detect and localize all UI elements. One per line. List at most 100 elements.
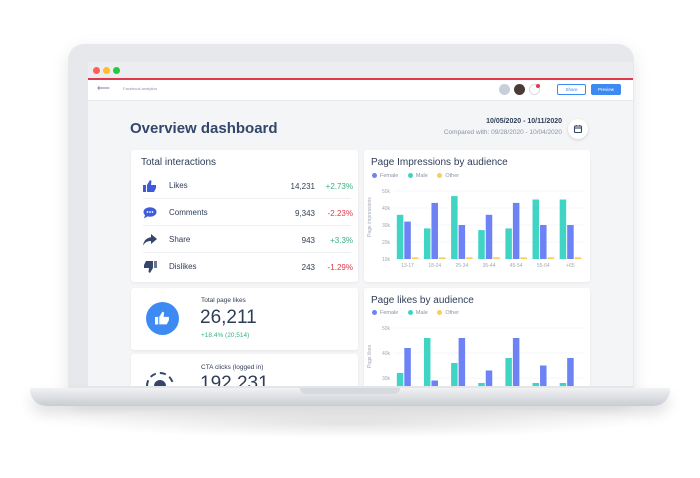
- bar-female[interactable]: [540, 365, 547, 387]
- bar-female[interactable]: [485, 370, 493, 387]
- bar-female[interactable]: [458, 338, 466, 386]
- legend-item: Other: [437, 173, 459, 179]
- page-likes-card: Total page likes 26,211 +18.4% (20,514): [131, 288, 358, 350]
- legend-item: Male: [407, 310, 428, 316]
- interactions-card: Total interactions Likes 14,231 +2.73% C…: [131, 150, 358, 282]
- bar-female[interactable]: [458, 225, 466, 259]
- divider: [143, 225, 351, 226]
- bar-male[interactable]: [451, 196, 458, 259]
- likes-chart-card: Page likes by audience Female Male Other…: [364, 288, 590, 386]
- x-tick-label: +65: [566, 263, 575, 269]
- minimize-window-dot[interactable]: [103, 67, 110, 74]
- y-tick-label: 50k: [382, 189, 391, 195]
- impressions-bar-chart: 50k 40k 30k 20k 10k 13-17 18-24 25-34 35-44 45-54…: [382, 189, 584, 269]
- y-tick-label: 10k: [382, 257, 391, 263]
- bar-other[interactable]: [574, 257, 582, 259]
- bar-other[interactable]: [520, 257, 527, 259]
- row-change: +3.3%: [330, 236, 353, 245]
- row-value: 14,231: [290, 182, 315, 191]
- thumbs-down-icon: [144, 261, 157, 273]
- chart-legend: Female Male Other: [372, 310, 459, 316]
- legend-label: Other: [445, 173, 460, 179]
- date-range: 10/05/2020 - 10/11/2020: [486, 118, 562, 125]
- x-tick-label: 35-44: [483, 263, 496, 269]
- calendar-button[interactable]: [568, 119, 588, 139]
- bar-male[interactable]: [532, 199, 540, 260]
- x-tick-label: 55-64: [537, 263, 550, 269]
- bar-other[interactable]: [438, 257, 446, 259]
- bar-male[interactable]: [396, 373, 404, 386]
- list-item[interactable]: Comments 9,343 -2.23%: [143, 206, 353, 226]
- list-item[interactable]: Likes 14,231 +2.73%: [143, 179, 353, 199]
- bar-male[interactable]: [505, 358, 512, 386]
- impressions-chart-card: Page Impressions by audience Female Male…: [364, 150, 590, 282]
- legend-label: Male: [415, 310, 428, 316]
- notification-icon[interactable]: [529, 84, 540, 95]
- stat-label: CTA clicks (logged in): [201, 364, 264, 371]
- bar-female[interactable]: [431, 202, 438, 259]
- maximize-window-dot[interactable]: [113, 67, 120, 74]
- bar-female[interactable]: [404, 348, 411, 386]
- legend-label: Female: [380, 173, 399, 179]
- bar-other[interactable]: [411, 257, 419, 259]
- bar-female[interactable]: [404, 221, 411, 259]
- bar-male[interactable]: [478, 230, 485, 259]
- bar-other[interactable]: [466, 257, 473, 259]
- legend-item: Female: [372, 310, 398, 316]
- bar-other[interactable]: [547, 257, 555, 259]
- row-value: 943: [301, 236, 315, 245]
- page-likes-badge: [146, 302, 179, 335]
- likes-bar-chart: 50k40k30k20k13-1718-2425-3435-4445-5455-…: [382, 326, 584, 387]
- laptop-screen: ⟵ Facebook analytics Share Preview Overv…: [88, 62, 633, 386]
- chart-title: Page likes by audience: [371, 295, 474, 306]
- page-title: Overview dashboard: [130, 120, 278, 137]
- y-tick-label: 20k: [382, 240, 391, 246]
- row-label: Comments: [169, 208, 208, 217]
- y-tick-label: 50k: [382, 326, 391, 332]
- bar-male[interactable]: [559, 199, 567, 260]
- comment-icon: [143, 207, 157, 219]
- bar-female[interactable]: [540, 225, 547, 259]
- y-tick-label: 40k: [382, 351, 391, 357]
- bar-male[interactable]: [451, 363, 458, 386]
- x-tick-label: 25-34: [455, 263, 468, 269]
- avatar[interactable]: [514, 84, 525, 95]
- stat-label: Total page likes: [201, 297, 246, 304]
- bar-male[interactable]: [505, 228, 512, 259]
- bar-male[interactable]: [423, 338, 431, 386]
- row-label: Dislikes: [169, 262, 197, 271]
- y-tick-label: 40k: [382, 206, 391, 212]
- bar-male[interactable]: [532, 383, 540, 386]
- x-tick-label: 18-24: [428, 263, 441, 269]
- bar-female[interactable]: [485, 214, 493, 259]
- close-window-dot[interactable]: [93, 67, 100, 74]
- share-button[interactable]: Share: [557, 84, 586, 95]
- preview-button[interactable]: Preview: [591, 84, 621, 95]
- bar-female[interactable]: [431, 380, 438, 387]
- bar-other[interactable]: [493, 257, 500, 259]
- bar-male[interactable]: [559, 383, 567, 386]
- stat-value: 192,231: [200, 373, 269, 386]
- chart-title: Page Impressions by audience: [371, 157, 508, 168]
- bar-female[interactable]: [512, 202, 520, 259]
- divider: [143, 198, 351, 199]
- list-item[interactable]: Share 943 +3.3%: [143, 233, 353, 253]
- bar-female[interactable]: [567, 358, 574, 386]
- bar-male[interactable]: [478, 383, 485, 386]
- chart-legend: Female Male Other: [372, 173, 459, 179]
- legend-label: Female: [380, 310, 399, 316]
- y-tick-label: 30k: [382, 223, 391, 229]
- bar-female[interactable]: [567, 225, 574, 259]
- bar-male[interactable]: [423, 228, 431, 259]
- legend-item: Female: [372, 173, 398, 179]
- card-title: Total interactions: [141, 157, 217, 168]
- avatar[interactable]: [499, 84, 510, 95]
- bar-male[interactable]: [396, 214, 404, 259]
- bar-female[interactable]: [512, 338, 520, 386]
- y-tick-label: 30k: [382, 376, 391, 382]
- back-arrow-icon[interactable]: ⟵: [97, 83, 110, 93]
- list-item[interactable]: Dislikes 243 -1.29%: [143, 260, 353, 280]
- legend-item: Other: [437, 310, 459, 316]
- stat-value: 26,211: [200, 307, 257, 328]
- row-label: Likes: [169, 181, 188, 190]
